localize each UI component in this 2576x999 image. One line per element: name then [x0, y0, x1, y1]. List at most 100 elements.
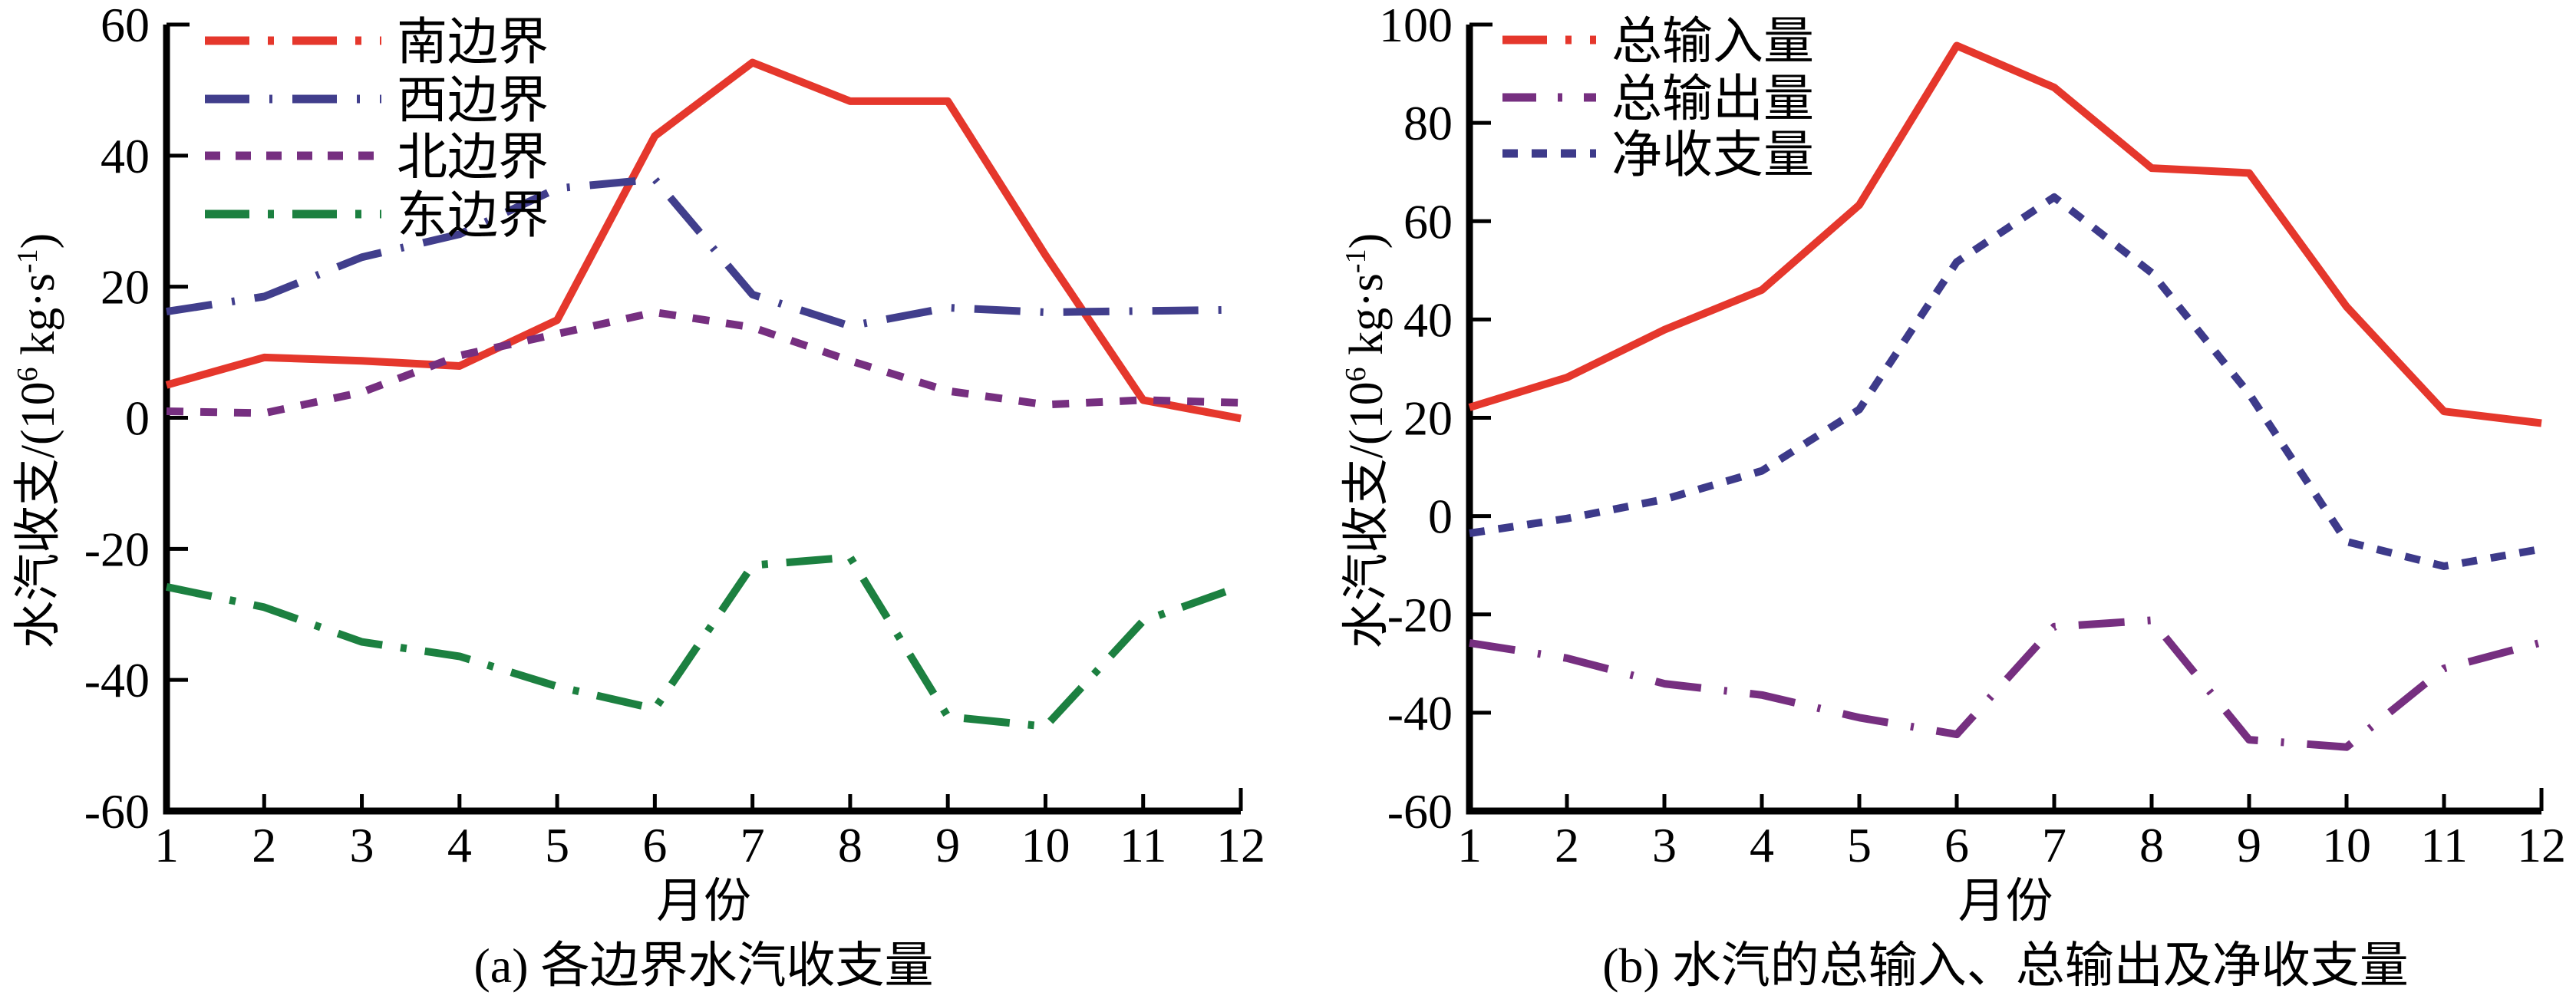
data-point: [262, 355, 266, 360]
data-point: [2149, 271, 2154, 275]
data-point: [1044, 253, 1048, 258]
data-point: [945, 305, 950, 310]
series-line-1: [166, 175, 1242, 330]
data-point: [848, 358, 853, 363]
y-tick-label: 60: [101, 0, 150, 52]
y-tick-label: 0: [1428, 490, 1453, 544]
y-axis-title-exp: -1: [12, 249, 44, 273]
data-point: [2442, 666, 2446, 671]
data-point: [1044, 724, 1048, 729]
x-tick-label: 2: [1555, 818, 1579, 872]
x-tick-label: 1: [1457, 818, 1482, 872]
data-point: [1662, 328, 1667, 332]
legend-label: 净收支量: [1611, 127, 1814, 183]
data-point: [457, 654, 462, 658]
x-tick-label: 4: [1750, 818, 1774, 872]
series-line-2: [1469, 193, 2542, 570]
data-point: [1141, 308, 1146, 313]
data-point: [945, 99, 950, 104]
y-axis-title-main: 水汽收支/(10: [12, 381, 64, 648]
data-point: [1954, 732, 1959, 737]
data-point: [848, 324, 853, 328]
y-tick-label: 40: [1403, 292, 1453, 347]
data-point: [1239, 584, 1243, 589]
data-point: [2052, 85, 2057, 90]
y-tick-label: -40: [84, 653, 150, 707]
legend-label: 总输入量: [1611, 14, 1814, 70]
x-tick-label: 5: [545, 818, 569, 872]
data-point: [750, 292, 755, 297]
x-tick-label: 8: [2139, 818, 2164, 872]
data-point: [360, 390, 364, 394]
y-tick-label: 20: [1403, 391, 1453, 446]
y-tick-label: 80: [1403, 96, 1453, 150]
data-point: [555, 331, 559, 336]
data-point: [652, 707, 657, 711]
legend-label: 西边界: [397, 73, 549, 129]
legend-label: 北边界: [397, 130, 549, 186]
data-point: [2247, 391, 2251, 396]
data-point: [1857, 203, 1862, 207]
x-axis-title: 月份: [656, 875, 751, 928]
series-line-0: [165, 58, 1242, 423]
series-line-0: [1468, 41, 2542, 427]
data-point: [1662, 497, 1667, 502]
data-point: [164, 409, 169, 414]
data-point: [2149, 166, 2154, 170]
data-point: [652, 177, 657, 182]
y-tick-label: -40: [1387, 686, 1453, 740]
data-point: [1565, 516, 1569, 521]
data-point: [1044, 310, 1048, 315]
x-tick-label: 10: [1021, 818, 1070, 872]
y-tick-label: 20: [101, 260, 150, 315]
data-point: [750, 61, 755, 65]
data-point: [1467, 641, 1472, 645]
y-axis-title-end: ): [1341, 233, 1393, 249]
x-tick-label: 3: [1652, 818, 1677, 872]
data-point: [1141, 618, 1146, 623]
x-tick-label: 6: [1944, 818, 1969, 872]
chart-caption: (b) 水汽的总输入、总输出及净收支量: [1602, 938, 2409, 993]
y-axis-title-main: 水汽收支/(10: [1341, 381, 1393, 648]
data-point: [2247, 737, 2251, 742]
y-axis-title: 水汽收支/(106 kg·s-1): [1340, 233, 1393, 648]
data-point: [2442, 409, 2446, 414]
x-tick-label: 4: [447, 818, 472, 872]
data-point: [1239, 401, 1243, 405]
data-point: [750, 325, 755, 330]
x-tick-label: 9: [2237, 818, 2261, 872]
y-tick-label: 60: [1403, 194, 1453, 249]
data-point: [1239, 416, 1243, 420]
x-axis-title: 月份: [1958, 875, 2053, 928]
y-axis-title-unit: kg·s: [12, 273, 64, 367]
data-point: [1954, 44, 1959, 48]
data-point: [1760, 288, 1764, 292]
data-point: [2052, 195, 2057, 199]
x-tick-label: 5: [1847, 818, 1872, 872]
y-axis-title-unit: kg·s: [1341, 273, 1393, 367]
data-point: [1467, 405, 1472, 410]
y-axis-title: 水汽收支/(106 kg·s-1): [12, 233, 64, 648]
data-point: [262, 411, 266, 416]
data-point: [1760, 693, 1764, 697]
data-point: [457, 364, 462, 368]
x-tick-label: 2: [252, 818, 276, 872]
data-point: [1954, 259, 1959, 264]
x-tick-label: 11: [1120, 818, 1167, 872]
y-tick-label: 100: [1379, 0, 1453, 52]
series-line-1: [1469, 616, 2543, 751]
x-tick-label: 7: [740, 818, 765, 872]
data-point: [457, 353, 462, 358]
data-point: [2442, 564, 2446, 569]
data-point: [1467, 531, 1472, 536]
data-point: [164, 383, 169, 387]
legend-label: 南边界: [397, 15, 549, 71]
series-line-3: [165, 553, 1242, 730]
y-axis-title-end: ): [12, 233, 64, 249]
x-tick-label: 12: [1216, 818, 1265, 872]
data-point: [2149, 618, 2154, 622]
y-axis-title-exp: 6: [1340, 367, 1372, 381]
data-point: [750, 563, 755, 568]
